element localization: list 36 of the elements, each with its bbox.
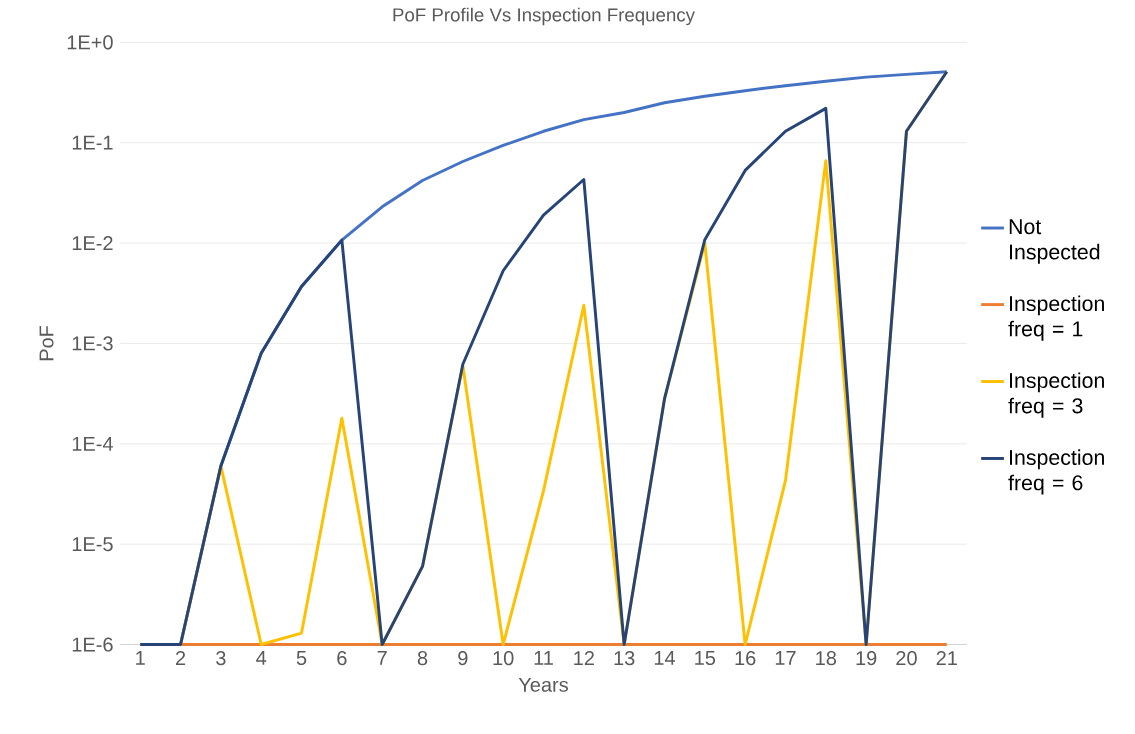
y-tick-label: 1E-2 <box>72 236 113 251</box>
x-tick-label: 4 <box>256 651 267 665</box>
line-series <box>138 70 949 647</box>
x-tick-label: 17 <box>775 651 796 665</box>
legend-label: Not Inspected <box>1009 219 1100 264</box>
x-tick-label: 16 <box>735 651 756 666</box>
x-tick-label: 11 <box>534 651 553 665</box>
x-tick-label: 9 <box>458 651 468 666</box>
x-tick-label: 8 <box>417 651 428 666</box>
x-tick-label: 13 <box>614 651 635 666</box>
y-tick-label: 1E+0 <box>67 35 113 50</box>
x-tick-label: 1 <box>136 651 145 665</box>
x-tick-label: 10 <box>493 651 514 666</box>
x-tick-label: 7 <box>377 651 387 665</box>
legend-label: Inspection freq = 3 <box>1008 372 1104 418</box>
legend-label: Inspection freq = 1 <box>1008 295 1104 341</box>
x-tick-label: 15 <box>695 651 716 666</box>
x-tick-label: 18 <box>816 651 837 666</box>
x-tick-label: 5 <box>296 651 307 666</box>
x-tick-label: 19 <box>856 651 877 666</box>
x-tick-label: 2 <box>175 651 186 666</box>
x-tick-label: 6 <box>337 651 347 666</box>
y-tick-label: 1E-3 <box>72 336 113 351</box>
x-tick-label: 21 <box>936 651 957 666</box>
x-axis-title: Years <box>518 678 568 693</box>
x-tick-label: 12 <box>574 651 594 666</box>
legend-label: Inspection freq = 6 <box>1008 449 1104 495</box>
x-tick-label: 3 <box>216 651 226 666</box>
y-tick-label: 1E-5 <box>72 537 113 552</box>
x-tick-label: 14 <box>654 651 676 665</box>
x-tick-label: 20 <box>896 651 917 666</box>
y-tick-label: 1E-1 <box>72 136 113 150</box>
chart-title: PoF Profile Vs Inspection Frequency <box>393 8 695 26</box>
y-tick-label: 1E-4 <box>72 437 113 451</box>
y-tick-label: 1E-6 <box>72 637 113 652</box>
y-axis-title: PoF <box>39 326 54 361</box>
